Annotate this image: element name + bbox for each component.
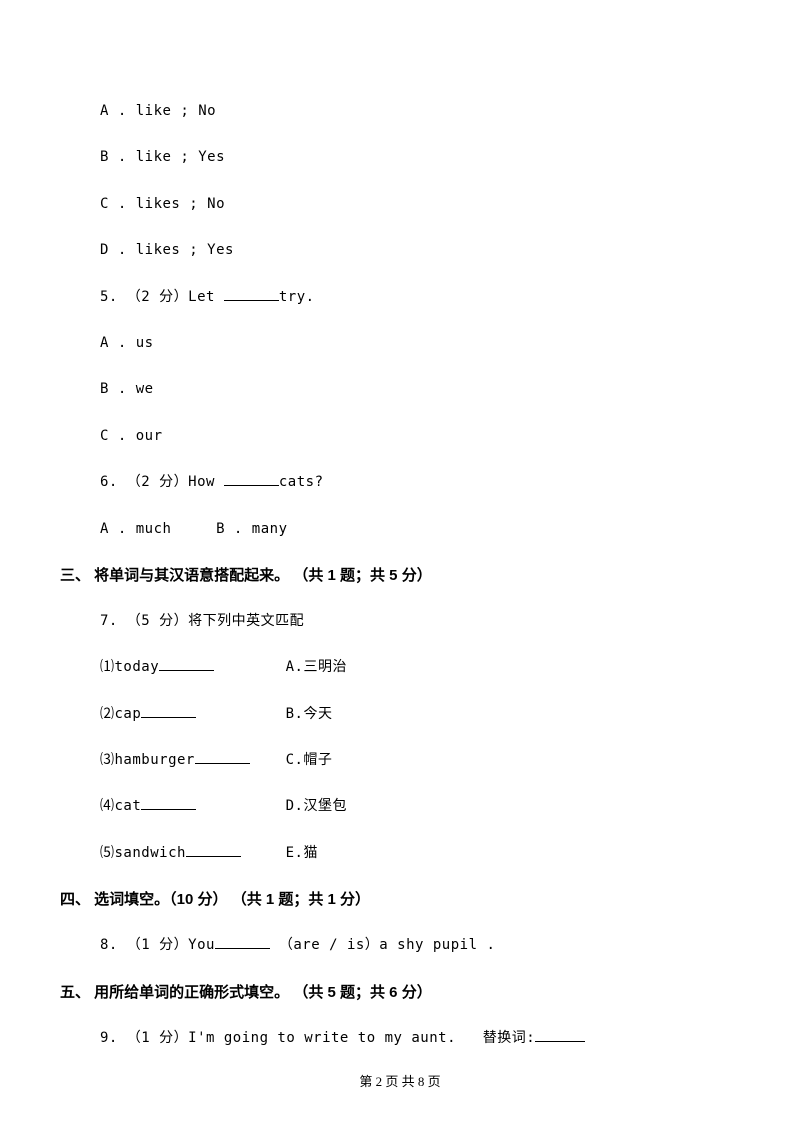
- q4-option-c: C . likes ; No: [100, 193, 740, 215]
- q5-stem: 5. （2 分）Let try.: [100, 286, 740, 308]
- q7-item-2: ⑵cap B.今天: [100, 703, 740, 725]
- q5-option-b: B . we: [100, 378, 740, 400]
- q6-blank[interactable]: [224, 473, 279, 487]
- q7-item-5: ⑸sandwich E.猫: [100, 842, 740, 864]
- section-3-heading: 三、 将单词与其汉语意搭配起来。 （共 1 题；共 5 分）: [60, 564, 740, 588]
- q5-option-c: C . our: [100, 425, 740, 447]
- section-5-heading: 五、 用所给单词的正确形式填空。 （共 5 题；共 6 分）: [60, 981, 740, 1005]
- q7-blank-1[interactable]: [159, 658, 214, 672]
- q5-stem-pre: 5. （2 分）Let: [100, 289, 224, 305]
- q7-blank-2[interactable]: [141, 704, 196, 718]
- q4-option-b: B . like ; Yes: [100, 146, 740, 168]
- q7-cn-5: E.猫: [286, 845, 318, 861]
- q7-cn-3: C.帽子: [286, 752, 333, 768]
- q7-en-3: ⑶hamburger: [100, 752, 195, 768]
- q9-pre: 9. （1 分）I'm going to write to my aunt. 替…: [100, 1030, 535, 1046]
- page-body: A . like ; No B . like ; Yes C . likes ;…: [0, 0, 800, 1113]
- q7-cn-1: A.三明治: [286, 659, 347, 675]
- q7-cn-4: D.汉堡包: [286, 798, 347, 814]
- q7-item-1: ⑴today A.三明治: [100, 656, 740, 678]
- q7-stem: 7. （5 分）将下列中英文匹配: [100, 610, 740, 632]
- q7-cn-2: B.今天: [286, 706, 333, 722]
- q6-stem-post: cats?: [279, 474, 324, 490]
- q8-pre: 8. （1 分）You: [100, 937, 215, 953]
- section-4-heading: 四、 选词填空。（10 分） （共 1 题；共 1 分）: [60, 888, 740, 912]
- q4-option-d: D . likes ; Yes: [100, 239, 740, 261]
- q7-item-3: ⑶hamburger C.帽子: [100, 749, 740, 771]
- q7-en-1: ⑴today: [100, 659, 159, 675]
- page-footer: 第 2 页 共 8 页: [0, 1071, 800, 1090]
- q7-sp-5: [241, 845, 286, 861]
- q7-item-4: ⑷cat D.汉堡包: [100, 795, 740, 817]
- q7-blank-3[interactable]: [195, 750, 250, 764]
- q5-blank[interactable]: [224, 287, 279, 301]
- q6-stem-pre: 6. （2 分）How: [100, 474, 224, 490]
- q7-sp-4: [196, 798, 285, 814]
- q8-post: （are / is）a shy pupil .: [270, 937, 495, 953]
- q5-option-a: A . us: [100, 332, 740, 354]
- q9-blank[interactable]: [535, 1028, 585, 1042]
- q7-blank-5[interactable]: [186, 843, 241, 857]
- q8-blank[interactable]: [215, 936, 270, 950]
- q6-stem: 6. （2 分）How cats?: [100, 471, 740, 493]
- q9-stem: 9. （1 分）I'm going to write to my aunt. 替…: [100, 1027, 740, 1049]
- q7-en-5: ⑸sandwich: [100, 845, 186, 861]
- q7-sp-3: [250, 752, 286, 768]
- q7-sp-1: [214, 659, 285, 675]
- q7-blank-4[interactable]: [141, 797, 196, 811]
- q7-en-2: ⑵cap: [100, 706, 141, 722]
- q8-stem: 8. （1 分）You （are / is）a shy pupil .: [100, 934, 740, 956]
- q7-sp-2: [196, 706, 285, 722]
- q7-en-4: ⑷cat: [100, 798, 141, 814]
- q5-stem-post: try.: [279, 289, 315, 305]
- q6-options: A . much B . many: [100, 518, 740, 540]
- q4-option-a: A . like ; No: [100, 100, 740, 122]
